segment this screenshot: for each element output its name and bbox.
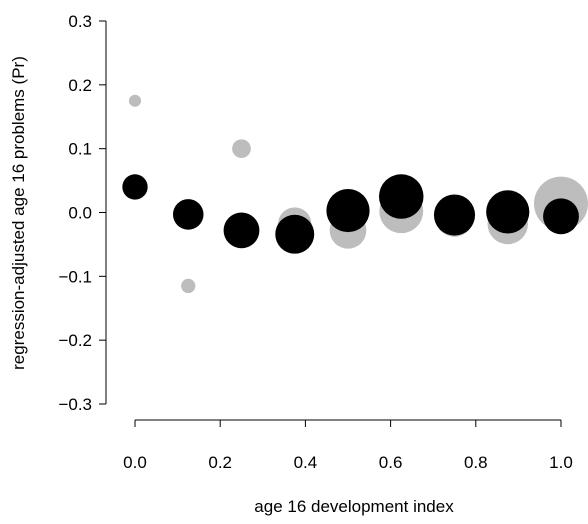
x-axis-title: age 16 development index: [254, 497, 454, 516]
x-tick-label-4: 0.6: [379, 453, 403, 472]
data-point-series-1-3: [232, 139, 251, 159]
data-point-series-1-1: [128, 94, 142, 107]
data-point-series-2-1: [122, 174, 148, 200]
x-tick-label-2: 0.2: [208, 453, 232, 472]
x-tick-label-3: 0.4: [294, 453, 318, 472]
data-point-series-1-2: [181, 278, 196, 294]
x-tick-label-6: 1.0: [549, 453, 573, 472]
data-point-series-2-5: [326, 188, 370, 233]
y-tick-label-6: 0.2: [68, 76, 92, 95]
y-tick-label-1: −0.3: [58, 395, 92, 414]
y-tick-label-2: −0.2: [58, 331, 92, 350]
y-tick-label-7: 0.3: [68, 12, 92, 31]
y-tick-label-3: −0.1: [58, 267, 92, 286]
axes-layer: −0.3 −0.2 −0.1 0.0 0.1 0.2 0.3 0.0 0.2 0.4 0.6 0.8 1…: [58, 12, 572, 472]
x-tick-label-1: 0.0: [123, 453, 147, 472]
y-tick-label-5: 0.1: [68, 140, 92, 159]
y-tick-label-4: 0.0: [68, 204, 92, 223]
data-point-series-2-8: [486, 190, 530, 234]
data-point-series-2-6: [378, 174, 424, 219]
data-point-series-2-7: [433, 194, 476, 236]
data-point-series-2-9: [543, 198, 579, 235]
data-point-series-2-2: [172, 199, 204, 230]
y-axis-title: regression-adjusted age 16 problems (Pr): [9, 56, 28, 370]
x-tick-label-5: 0.8: [464, 453, 488, 472]
data-point-series-2-4: [275, 214, 315, 254]
data-point-series-2-3: [223, 212, 260, 249]
points-layer: [122, 94, 588, 294]
